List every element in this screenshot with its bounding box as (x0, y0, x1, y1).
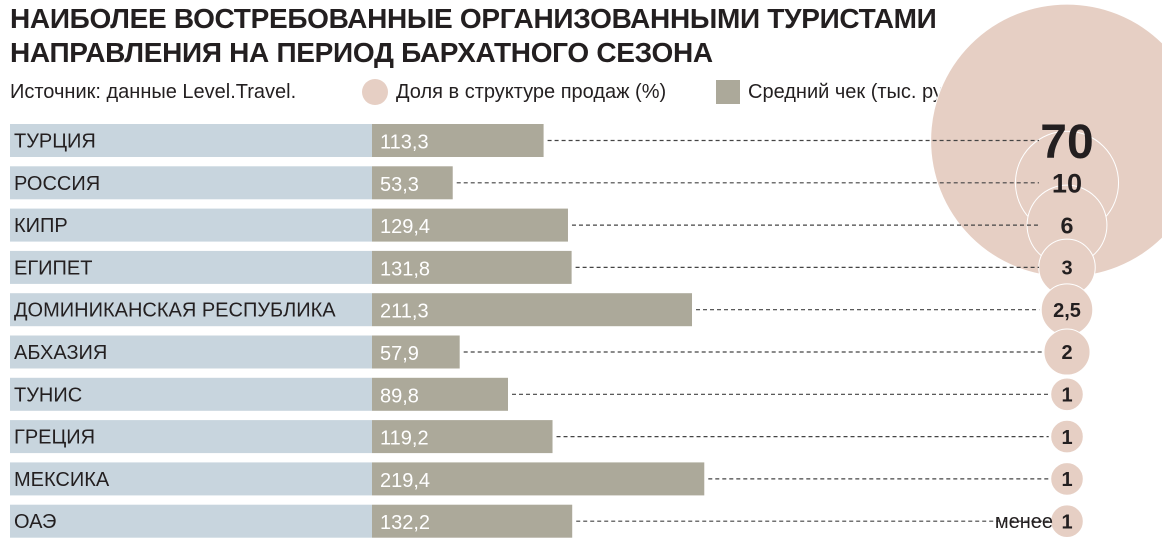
source-note: Источник: данные Level.Travel. (10, 81, 297, 103)
category-band (10, 124, 372, 157)
share-circle (1050, 504, 1084, 539)
category-label: ЕГИПЕТ (14, 257, 92, 279)
check-bar (372, 208, 568, 242)
share-circle (1050, 377, 1084, 412)
check-bar (372, 124, 544, 157)
category-label: ТУРЦИЯ (14, 131, 96, 153)
category-label: ОАЭ (14, 511, 56, 533)
chart-row: РОССИЯ 53,3 (10, 166, 1039, 200)
category-label: АБХАЗИЯ (14, 342, 107, 364)
share-annotation: менее (995, 511, 1053, 533)
category-band (10, 504, 372, 538)
chart-row: МЕКСИКА 219,4 (10, 462, 1049, 496)
check-value-label: 119,2 (380, 428, 429, 450)
check-bar (372, 166, 453, 200)
share-value-label: 1 (1061, 385, 1072, 407)
category-band (10, 420, 372, 454)
chart-row: ТУРЦИЯ 113,3 (10, 124, 1039, 157)
legend-check-swatch (716, 80, 740, 104)
category-label: ТУНИС (14, 384, 82, 406)
category-label: КИПР (14, 215, 68, 237)
share-value-label: 10 (1052, 168, 1082, 199)
check-value-label: 129,4 (380, 216, 430, 238)
chart-title-line-2: НАПРАВЛЕНИЯ НА ПЕРИОД БАРХАТНОГО СЕЗОНА (10, 37, 713, 68)
check-value-label: 53,3 (380, 174, 419, 196)
category-label: МЕКСИКА (14, 469, 110, 491)
legend-share: Доля в структуре продаж (%) (362, 78, 666, 106)
chart-row: АБХАЗИЯ 57,9 (10, 335, 1042, 369)
share-value-label: 70 (1040, 116, 1093, 169)
legend-check: Средний чек (тыс. руб.) (716, 78, 967, 106)
chart-row: ЕГИПЕТ 131,8 (10, 250, 1039, 284)
share-value-label: 3 (1061, 258, 1072, 280)
share-value-label: 2 (1061, 342, 1072, 364)
share-circle (1043, 328, 1091, 376)
category-band (10, 335, 372, 369)
check-bar (372, 462, 705, 496)
share-circle (1050, 419, 1084, 454)
legend-check-label: Средний чек (тыс. руб.) (748, 80, 967, 103)
share-value-label: 1 (1061, 511, 1072, 533)
check-bar (372, 377, 509, 411)
category-band (10, 377, 372, 411)
category-label: ДОМИНИКАНСКАЯ РЕСПУБЛИКА (14, 300, 336, 322)
check-value-label: 113,3 (380, 132, 429, 154)
share-value-label: 6 (1061, 212, 1074, 238)
category-band (10, 208, 372, 242)
share-value-label: 1 (1061, 427, 1072, 449)
check-bar (372, 250, 572, 284)
chart-rows: ТУРЦИЯ 113,3 РОССИЯ 53,3 КИПР 129,4 ЕГИПЕТ 131,… (10, 124, 1049, 538)
share-circle (1050, 462, 1084, 496)
share-circles (930, 3, 1162, 539)
chart-title: НАИБОЛЕЕ ВОСТРЕБОВАННЫЕ ОРГАНИЗОВАННЫМИ … (10, 2, 1010, 70)
legend-share-swatch (362, 79, 388, 105)
chart-row: ОАЭ 132,2 (10, 504, 1049, 538)
category-band (10, 166, 372, 200)
share-value-label: 1 (1061, 469, 1072, 491)
check-value-label: 131,8 (380, 258, 430, 280)
chart-row: ГРЕЦИЯ 119,2 (10, 420, 1049, 454)
check-value-label: 132,2 (380, 512, 430, 534)
check-value-label: 219,4 (380, 470, 430, 492)
check-bar (372, 420, 553, 454)
category-label: ГРЕЦИЯ (14, 427, 95, 449)
chart-row: ТУНИС 89,8 (10, 377, 1049, 411)
category-band (10, 293, 372, 327)
legend-share-label: Доля в структуре продаж (%) (396, 80, 667, 103)
category-band (10, 462, 372, 496)
chart-title-line-1: НАИБОЛЕЕ ВОСТРЕБОВАННЫЕ ОРГАНИЗОВАННЫМИ … (10, 3, 937, 34)
check-bar (372, 335, 460, 369)
share-value-label: 2,5 (1053, 300, 1081, 322)
check-value-label: 211,3 (380, 301, 429, 323)
check-bar (372, 293, 693, 327)
check-value-label: 89,8 (380, 385, 419, 407)
chart-row: КИПР 129,4 (10, 208, 1039, 242)
category-band (10, 250, 372, 284)
category-label: РОССИЯ (14, 173, 100, 195)
chart-row: ДОМИНИКАНСКАЯ РЕСПУБЛИКА 211,3 (10, 293, 1040, 327)
check-value-label: 57,9 (380, 343, 419, 365)
check-bar (372, 504, 573, 538)
